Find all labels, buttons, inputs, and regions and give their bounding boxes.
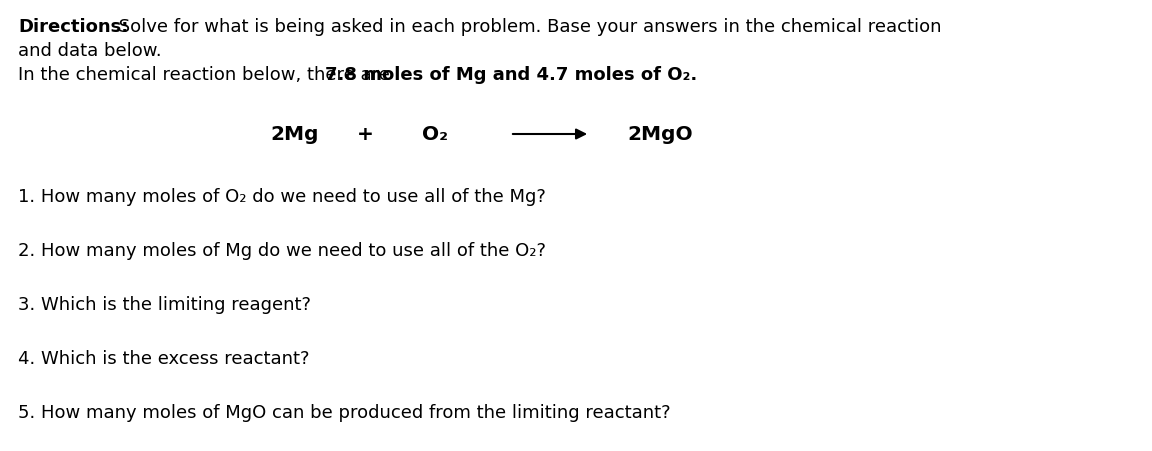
Text: 2. How many moles of Mg do we need to use all of the O₂?: 2. How many moles of Mg do we need to us… <box>18 241 546 259</box>
Text: Directions:: Directions: <box>18 18 128 36</box>
Text: 5. How many moles of MgO can be produced from the limiting reactant?: 5. How many moles of MgO can be produced… <box>18 403 670 421</box>
Text: In the chemical reaction below, there are: In the chemical reaction below, there ar… <box>18 66 395 84</box>
Text: 7.8 moles of Mg and 4.7 moles of O₂.: 7.8 moles of Mg and 4.7 moles of O₂. <box>325 66 697 84</box>
Text: 2Mg: 2Mg <box>271 125 319 144</box>
Text: O₂: O₂ <box>422 125 448 144</box>
Text: 2MgO: 2MgO <box>627 125 692 144</box>
Text: 4. Which is the excess reactant?: 4. Which is the excess reactant? <box>18 349 310 367</box>
Text: Solve for what is being asked in each problem. Base your answers in the chemical: Solve for what is being asked in each pr… <box>113 18 941 36</box>
Text: and data below.: and data below. <box>18 42 161 60</box>
Text: +: + <box>357 125 373 144</box>
Text: 3. Which is the limiting reagent?: 3. Which is the limiting reagent? <box>18 295 311 313</box>
Text: 1. How many moles of O₂ do we need to use all of the Mg?: 1. How many moles of O₂ do we need to us… <box>18 188 546 206</box>
